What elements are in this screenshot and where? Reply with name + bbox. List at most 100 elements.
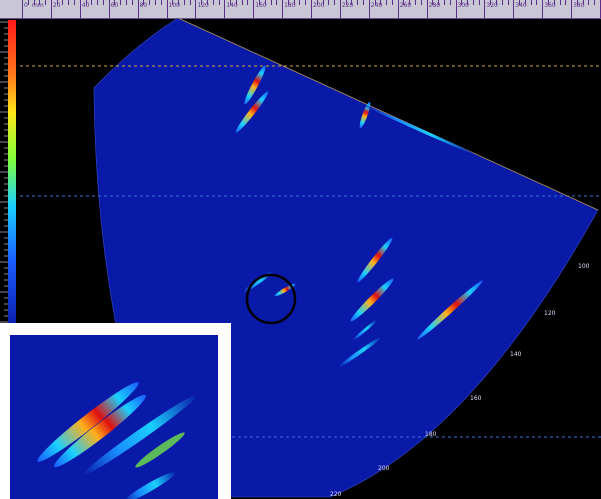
color-scale-bar: [8, 20, 16, 330]
ruler-minor-tick: [62, 0, 64, 5]
ruler-minor-tick: [565, 0, 567, 5]
ruler-major-tick: [542, 0, 544, 18]
ring-label: 220: [330, 491, 342, 498]
ruler-minor-tick: [472, 0, 474, 5]
ruler-minor-tick: [316, 0, 318, 5]
ruler-minor-tick: [478, 0, 480, 5]
ruler-minor-tick: [386, 0, 388, 5]
ruler-minor-tick: [299, 0, 301, 5]
ruler-tick-label: 260: [399, 2, 412, 9]
ruler-minor-tick: [576, 0, 578, 5]
ruler-tick-label: 160: [255, 2, 267, 9]
ruler-minor-tick: [524, 0, 526, 5]
ruler-tick-label: 180: [284, 2, 296, 9]
ruler-major-tick: [195, 0, 197, 18]
ruler-minor-tick: [536, 0, 538, 5]
ruler-tick-label: 280: [428, 2, 441, 9]
sector-tick-marks: 100 120 140 160 180 200 220: [330, 263, 590, 498]
ruler-minor-tick: [114, 0, 116, 5]
echo-indication: [365, 105, 475, 155]
ruler-tick-label: 340: [515, 2, 527, 9]
ruler-minor-tick: [270, 0, 272, 5]
ruler-tick-label: 200: [313, 2, 325, 9]
ring-label: 160: [470, 395, 482, 402]
ruler-minor-tick: [305, 0, 307, 5]
ruler-major-tick: [79, 0, 81, 18]
ruler-minor-tick: [206, 0, 208, 5]
ruler-minor-tick: [547, 0, 549, 5]
ruler-tick-label: 40: [81, 2, 90, 9]
ruler-tick-label: 320: [486, 2, 498, 9]
ruler-minor-tick: [490, 0, 492, 5]
ruler-minor-tick: [178, 0, 180, 5]
ruler-minor-tick: [363, 0, 365, 5]
ruler-minor-tick: [403, 0, 405, 5]
echo-indication: [135, 432, 185, 468]
ruler-minor-tick: [183, 0, 185, 5]
ruler-minor-tick: [149, 0, 151, 5]
ruler-minor-tick: [258, 0, 260, 5]
ruler-minor-tick: [380, 0, 382, 5]
ruler-major-tick: [108, 0, 110, 18]
ruler-minor-tick: [218, 0, 220, 5]
ruler-minor-tick: [443, 0, 445, 5]
ruler-unit-label: mm: [32, 2, 44, 9]
ruler-minor-tick: [230, 0, 232, 5]
ruler-tick-label: 60: [110, 2, 119, 9]
ruler-minor-tick: [68, 0, 70, 5]
ruler-minor-tick: [120, 0, 122, 5]
ruler-major-tick: [22, 0, 23, 18]
ruler-minor-tick: [495, 0, 497, 5]
ruler-minor-tick: [351, 0, 353, 5]
ring-label: 180: [425, 431, 437, 438]
echo-indication: [417, 280, 483, 340]
echo-indication: [235, 91, 269, 133]
ruler-minor-tick: [264, 0, 266, 5]
ruler-minor-tick: [287, 0, 289, 5]
ruler-tick-label: 0: [24, 2, 28, 9]
ruler-minor-tick: [357, 0, 359, 5]
ruler-minor-tick: [432, 0, 434, 5]
ruler-tick-label: 220: [341, 2, 354, 9]
echo-indication: [82, 394, 198, 476]
ruler-minor-tick: [45, 0, 47, 5]
ruler-major-tick: [166, 0, 168, 18]
zoom-inset-view[interactable]: [10, 335, 218, 499]
ruler-major-tick: [397, 0, 399, 18]
ring-label: 200: [378, 465, 390, 472]
zoom-inset-panel: [0, 323, 231, 499]
echo-indication: [357, 237, 393, 283]
ruler-tick-label: 240: [370, 2, 383, 9]
ruler-minor-tick: [594, 0, 596, 5]
ruler-minor-tick: [322, 0, 324, 5]
ruler-minor-tick: [461, 0, 463, 5]
ruler-minor-tick: [588, 0, 590, 5]
ruler-minor-tick: [85, 0, 87, 5]
ruler-minor-tick: [328, 0, 330, 5]
ruler-major-tick: [224, 0, 226, 18]
ruler-tick-label: 300: [457, 2, 469, 9]
ruler-minor-tick: [345, 0, 347, 5]
ruler-minor-tick: [449, 0, 451, 5]
ruler-minor-tick: [154, 0, 156, 5]
ruler-minor-tick: [247, 0, 249, 5]
ruler-tick-label: 80: [139, 2, 148, 9]
ruler-minor-tick: [160, 0, 162, 5]
ruler-minor-tick: [212, 0, 214, 5]
ruler-tick-label: 120: [197, 2, 209, 9]
echo-indications: [235, 65, 483, 368]
ruler-major-tick: [426, 0, 428, 18]
echo-indication: [359, 101, 371, 129]
circle-marker-icon: [245, 273, 297, 325]
ruler-minor-tick: [91, 0, 93, 5]
echo-indication: [54, 394, 146, 468]
ruler-minor-tick: [172, 0, 174, 5]
ruler-minor-tick: [131, 0, 133, 5]
top-ruler: mm 0 20 40 60 80 100 120 140 160 180 200 220 240 260 2…: [0, 0, 601, 19]
ruler-minor-tick: [189, 0, 191, 5]
ruler-minor-tick: [276, 0, 278, 5]
ruler-minor-tick: [126, 0, 128, 5]
echo-indication: [123, 471, 177, 499]
ruler-minor-tick: [33, 0, 35, 5]
ring-label: 120: [544, 310, 556, 317]
